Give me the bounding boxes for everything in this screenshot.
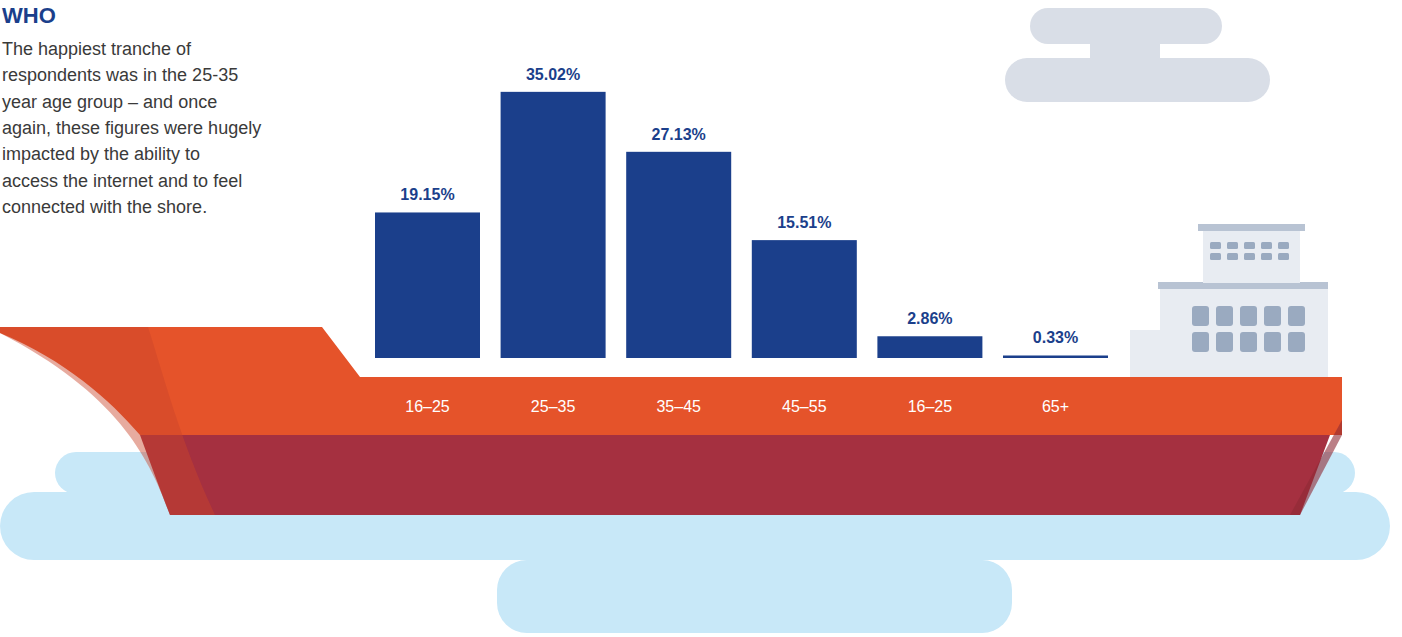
window bbox=[1244, 253, 1255, 260]
deck-house bbox=[1160, 288, 1328, 377]
window bbox=[1192, 332, 1209, 352]
annotation: impacted by the ability to bbox=[2, 144, 200, 164]
stern-shade bbox=[1290, 420, 1342, 515]
window bbox=[1278, 253, 1289, 260]
window bbox=[1278, 242, 1289, 249]
annotation: year age group – and once bbox=[2, 92, 217, 112]
bar bbox=[375, 212, 480, 358]
category-label: 35–45 bbox=[656, 398, 701, 415]
bar bbox=[877, 336, 982, 358]
water bbox=[550, 540, 790, 580]
data-label: 2.86% bbox=[907, 310, 952, 327]
window bbox=[1210, 253, 1221, 260]
cloud bbox=[1005, 58, 1270, 102]
category-label: 65+ bbox=[1042, 398, 1069, 415]
window bbox=[1192, 306, 1209, 326]
data-label: 19.15% bbox=[400, 186, 454, 203]
title: WHO bbox=[2, 3, 56, 28]
bow-shade bbox=[0, 327, 215, 515]
data-label: 0.33% bbox=[1033, 329, 1078, 346]
hull-lower bbox=[140, 435, 1330, 515]
category-label: 25–35 bbox=[531, 398, 576, 415]
labels: 19.15% 16–25 35.02% 25–35 27.13% 35–45 15.51% 4… bbox=[400, 66, 1078, 415]
window bbox=[1264, 332, 1281, 352]
bars bbox=[375, 92, 1108, 358]
window bbox=[1261, 242, 1272, 249]
bridge bbox=[1203, 231, 1300, 283]
window bbox=[1227, 253, 1238, 260]
window bbox=[1210, 242, 1221, 249]
superstructure bbox=[1130, 224, 1328, 377]
bar bbox=[752, 240, 857, 358]
window bbox=[1216, 306, 1233, 326]
window bbox=[1216, 332, 1233, 352]
deck-roof bbox=[1158, 282, 1328, 289]
window bbox=[1288, 332, 1305, 352]
data-label: 15.51% bbox=[777, 214, 831, 231]
window bbox=[1288, 306, 1305, 326]
annotation: respondents was in the 25-35 bbox=[2, 65, 238, 85]
category-label: 16–25 bbox=[405, 398, 450, 415]
window bbox=[1244, 242, 1255, 249]
category-label: 45–55 bbox=[782, 398, 827, 415]
window bbox=[1240, 332, 1257, 352]
window bbox=[1261, 253, 1272, 260]
window bbox=[1227, 242, 1238, 249]
bar bbox=[626, 152, 731, 358]
annotation: again, these figures were hugely bbox=[2, 118, 261, 138]
decoration bbox=[0, 8, 1390, 633]
chart: WHO The happiest tranche of respondents wa… bbox=[0, 0, 1402, 637]
data-label: 35.02% bbox=[526, 66, 580, 83]
window bbox=[1240, 306, 1257, 326]
data-label: 27.13% bbox=[652, 126, 706, 143]
annotation: access the internet and to feel bbox=[2, 171, 242, 191]
annotation: connected with the shore. bbox=[2, 197, 207, 217]
window bbox=[1264, 306, 1281, 326]
bar bbox=[1003, 355, 1108, 358]
category-label: 16–25 bbox=[908, 398, 953, 415]
bridge-roof bbox=[1198, 224, 1305, 231]
bar bbox=[501, 92, 606, 358]
annotation: The happiest tranche of bbox=[2, 39, 192, 59]
